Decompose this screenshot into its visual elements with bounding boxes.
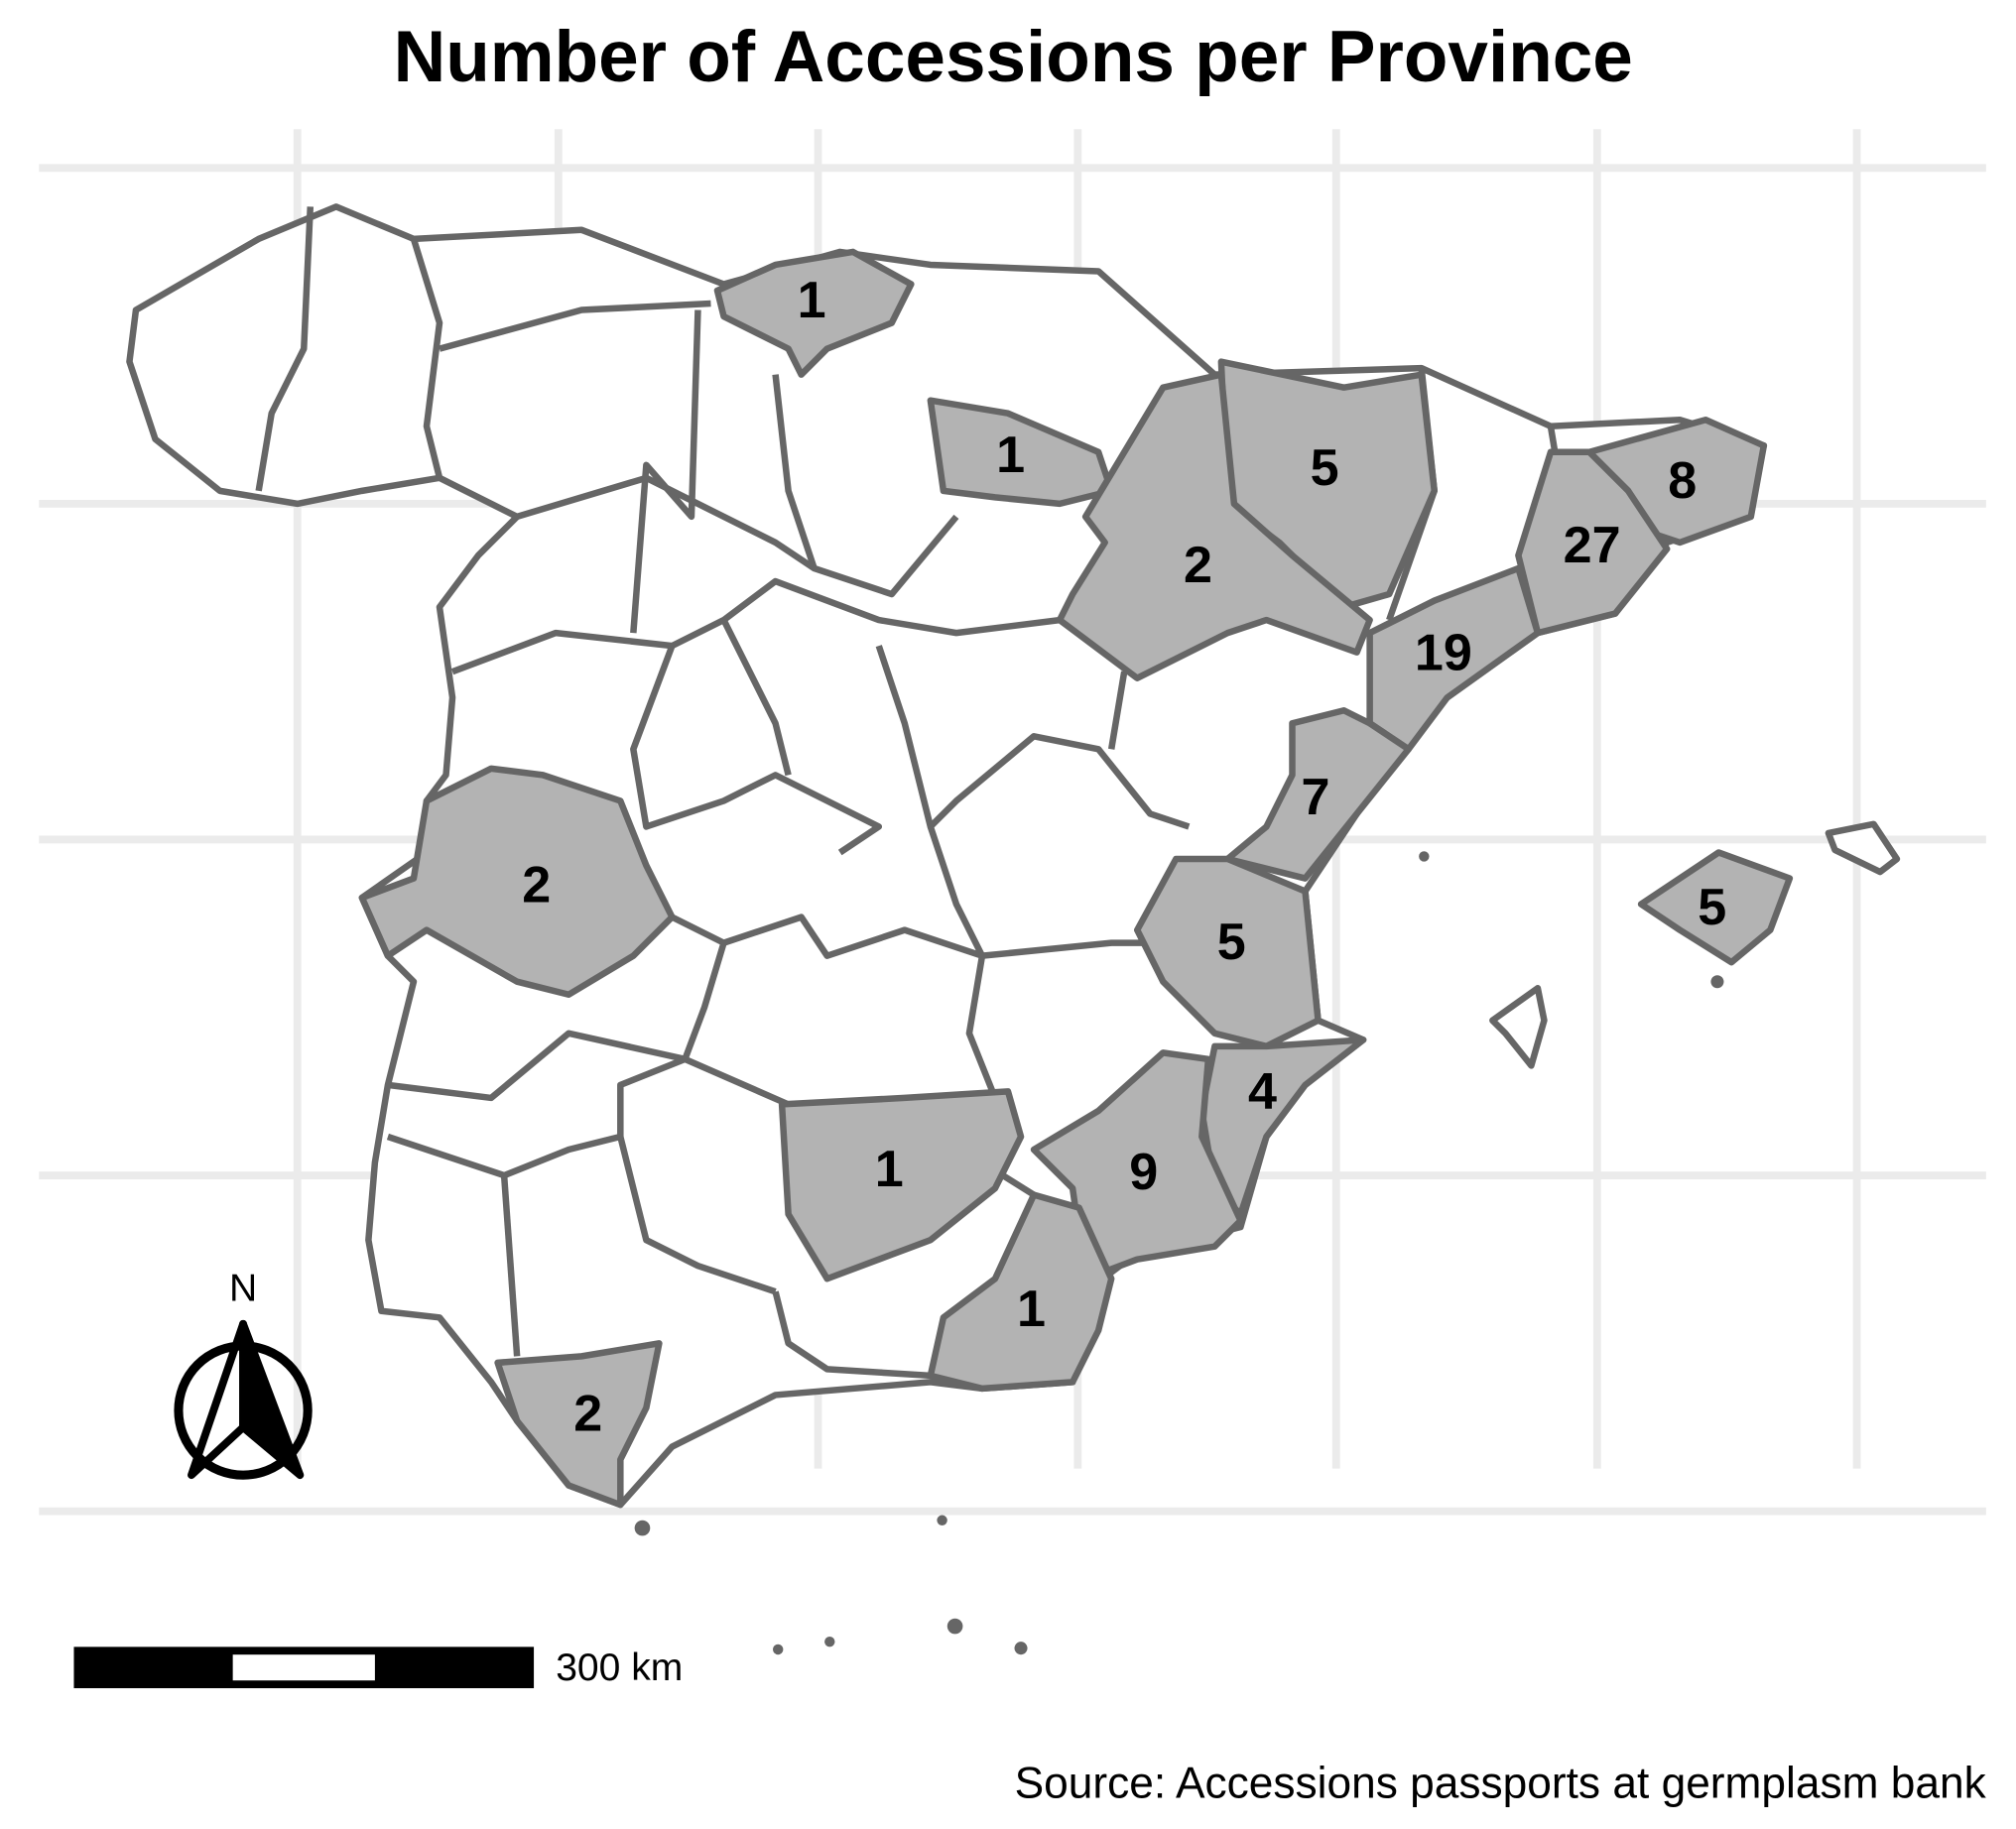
shaded-province xyxy=(358,765,676,998)
border xyxy=(387,1030,790,1108)
island xyxy=(1489,984,1548,1069)
count-label: 1 xyxy=(1017,1280,1046,1338)
count-label: 27 xyxy=(1564,517,1621,574)
source-note: Source: Accessions passports at germplas… xyxy=(1015,1760,1987,1808)
islet xyxy=(946,1618,963,1635)
count-label: 5 xyxy=(1311,439,1339,497)
border xyxy=(875,645,1191,830)
islet xyxy=(1419,851,1430,862)
count-label: 5 xyxy=(1217,914,1246,971)
count-label: 4 xyxy=(1248,1063,1277,1121)
islet xyxy=(634,1520,651,1536)
north-label: N xyxy=(229,1267,257,1309)
scale-label: 300 km xyxy=(556,1646,683,1689)
islet xyxy=(1014,1642,1028,1655)
shaded-province xyxy=(1224,706,1412,882)
islet xyxy=(772,1644,784,1655)
islet xyxy=(937,1515,947,1525)
north-arrow: N xyxy=(174,1267,313,1480)
shaded-province xyxy=(927,397,1115,508)
count-label: 2 xyxy=(1184,537,1212,594)
border xyxy=(772,374,818,570)
border xyxy=(410,237,443,479)
shaded-province xyxy=(1198,1036,1367,1218)
islet xyxy=(824,1636,835,1647)
count-label: 2 xyxy=(522,857,551,914)
north-arrow-right xyxy=(239,1319,305,1480)
shaded-province xyxy=(713,248,915,378)
shaded-province xyxy=(927,1191,1115,1393)
shaded-provinces xyxy=(358,248,1794,1509)
count-labels: 1 1 5 2 8 27 19 7 5 4 9 1 1 2 2 5 xyxy=(522,272,1726,1443)
count-label: 5 xyxy=(1698,879,1726,936)
scale-bar-white xyxy=(232,1654,375,1681)
island xyxy=(1825,820,1901,876)
border xyxy=(670,914,999,1100)
border xyxy=(617,941,727,1137)
shaded-province xyxy=(494,1340,663,1509)
islet xyxy=(1710,975,1724,989)
border xyxy=(772,1290,932,1380)
border xyxy=(1107,671,1128,750)
border xyxy=(450,577,1061,675)
count-label: 1 xyxy=(798,272,826,329)
count-label: 1 xyxy=(875,1141,904,1198)
shaded-province xyxy=(1637,849,1794,966)
border xyxy=(439,300,711,352)
border xyxy=(720,618,792,777)
count-label: 8 xyxy=(1668,452,1697,510)
border xyxy=(630,644,883,856)
map-title: Number of Accessions per Province xyxy=(394,17,1633,97)
count-label: 9 xyxy=(1129,1144,1158,1201)
count-label: 19 xyxy=(1415,624,1472,681)
border xyxy=(516,474,959,598)
shaded-province xyxy=(1056,371,1373,681)
count-label: 2 xyxy=(573,1385,602,1442)
scale-bar: 300 km xyxy=(73,1646,683,1689)
border xyxy=(255,206,315,492)
count-label: 7 xyxy=(1301,769,1329,826)
shaded-province xyxy=(778,1088,1025,1282)
count-label: 1 xyxy=(996,427,1025,484)
border xyxy=(500,1174,521,1357)
